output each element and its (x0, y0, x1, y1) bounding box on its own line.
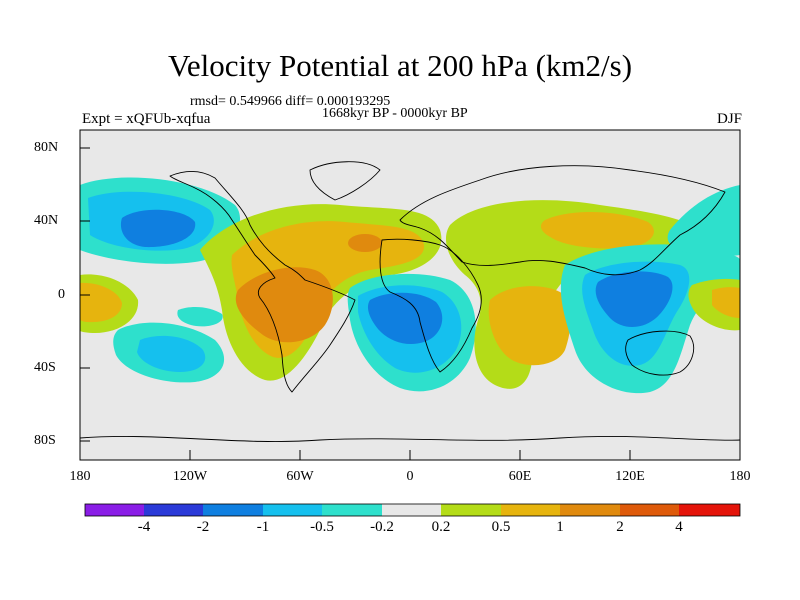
colorbar-box-2 (144, 504, 203, 516)
coastlines (80, 161, 740, 442)
lon-label-120e: 120E (615, 469, 645, 484)
lon-label-180w: 180 (69, 469, 91, 484)
contour-w-pacific-positive-inner (80, 282, 122, 323)
contour-n-pacific-inner (120, 209, 196, 248)
contour-africa-negative-inner (367, 292, 443, 345)
colorbar-box-7 (441, 504, 501, 516)
lon-label-180e: 180 (729, 469, 751, 484)
contour-asia-positive (540, 211, 654, 249)
greenland-coastline (309, 161, 381, 201)
lat-label-40n: 40N (34, 213, 59, 228)
antarctica-coastline (80, 436, 740, 442)
colorbar-box-1 (85, 504, 144, 516)
contour-subtropical-negative (177, 306, 223, 327)
colorbar-box-6 (382, 504, 441, 516)
rmsd-diff-label: rmsd= 0.549966 diff= 0.000193295 (190, 94, 391, 109)
lon-label-0: 0 (406, 469, 414, 484)
axis-ticks (80, 147, 631, 460)
colorbar-frame (84, 503, 741, 517)
colorbar-box-8 (501, 504, 560, 516)
colorbar-box-4 (263, 504, 322, 516)
contour-ne-pacific-negative (667, 185, 740, 257)
colorbar-box-10 (620, 504, 679, 516)
lon-label-60w: 60W (286, 469, 314, 484)
australia-coastline (625, 330, 694, 376)
colorbar-label-7: 0.5 (491, 519, 511, 535)
contour-s-pacific-inner (137, 335, 206, 372)
contour-indian-ocean-positive (488, 286, 571, 366)
velocity-potential-field (80, 130, 740, 460)
colorbar-label-6: 0.2 (431, 519, 451, 535)
lat-label-0: 0 (58, 287, 65, 302)
colorbar-label-10: 4 (675, 519, 683, 535)
colorbar-label-5: -0.2 (370, 519, 394, 535)
lat-label-80n: 80N (34, 140, 59, 155)
colorbar-box-5 (322, 504, 382, 516)
contour-s-america-max (235, 267, 333, 343)
colorbar-label-3: -1 (256, 519, 270, 535)
lon-label-60e: 60E (508, 469, 532, 484)
colorbar-box-9 (560, 504, 620, 516)
season-label: DJF (716, 111, 742, 127)
eurasia-coastline (399, 165, 726, 276)
contour-n-atlantic-max (348, 234, 382, 252)
contour-maritime-negative-inner (595, 271, 673, 327)
colorbar-box-11 (679, 504, 740, 516)
colorbar-label-9: 2 (616, 519, 624, 535)
map-title: Velocity Potential at 200 hPa (km2/s) (167, 48, 633, 83)
experiment-label: Expt = xQFUb-xqfua (82, 111, 211, 127)
colorbar (84, 503, 741, 517)
period-label: 1668kyr BP - 0000kyr BP (322, 106, 468, 121)
colorbar-label-1: -4 (137, 519, 151, 535)
contour-e-pacific-positive-inner (712, 287, 740, 318)
lat-label-80s: 80S (34, 433, 56, 448)
colorbar-label-8: 1 (556, 519, 564, 535)
colorbar-box-3 (203, 504, 263, 516)
lon-label-120w: 120W (172, 469, 208, 484)
lat-label-40s: 40S (34, 360, 56, 375)
africa-coastline (379, 238, 482, 373)
colorbar-label-4: -0.5 (310, 519, 334, 535)
colorbar-label-2: -2 (196, 519, 210, 535)
americas-coastline (169, 171, 356, 393)
